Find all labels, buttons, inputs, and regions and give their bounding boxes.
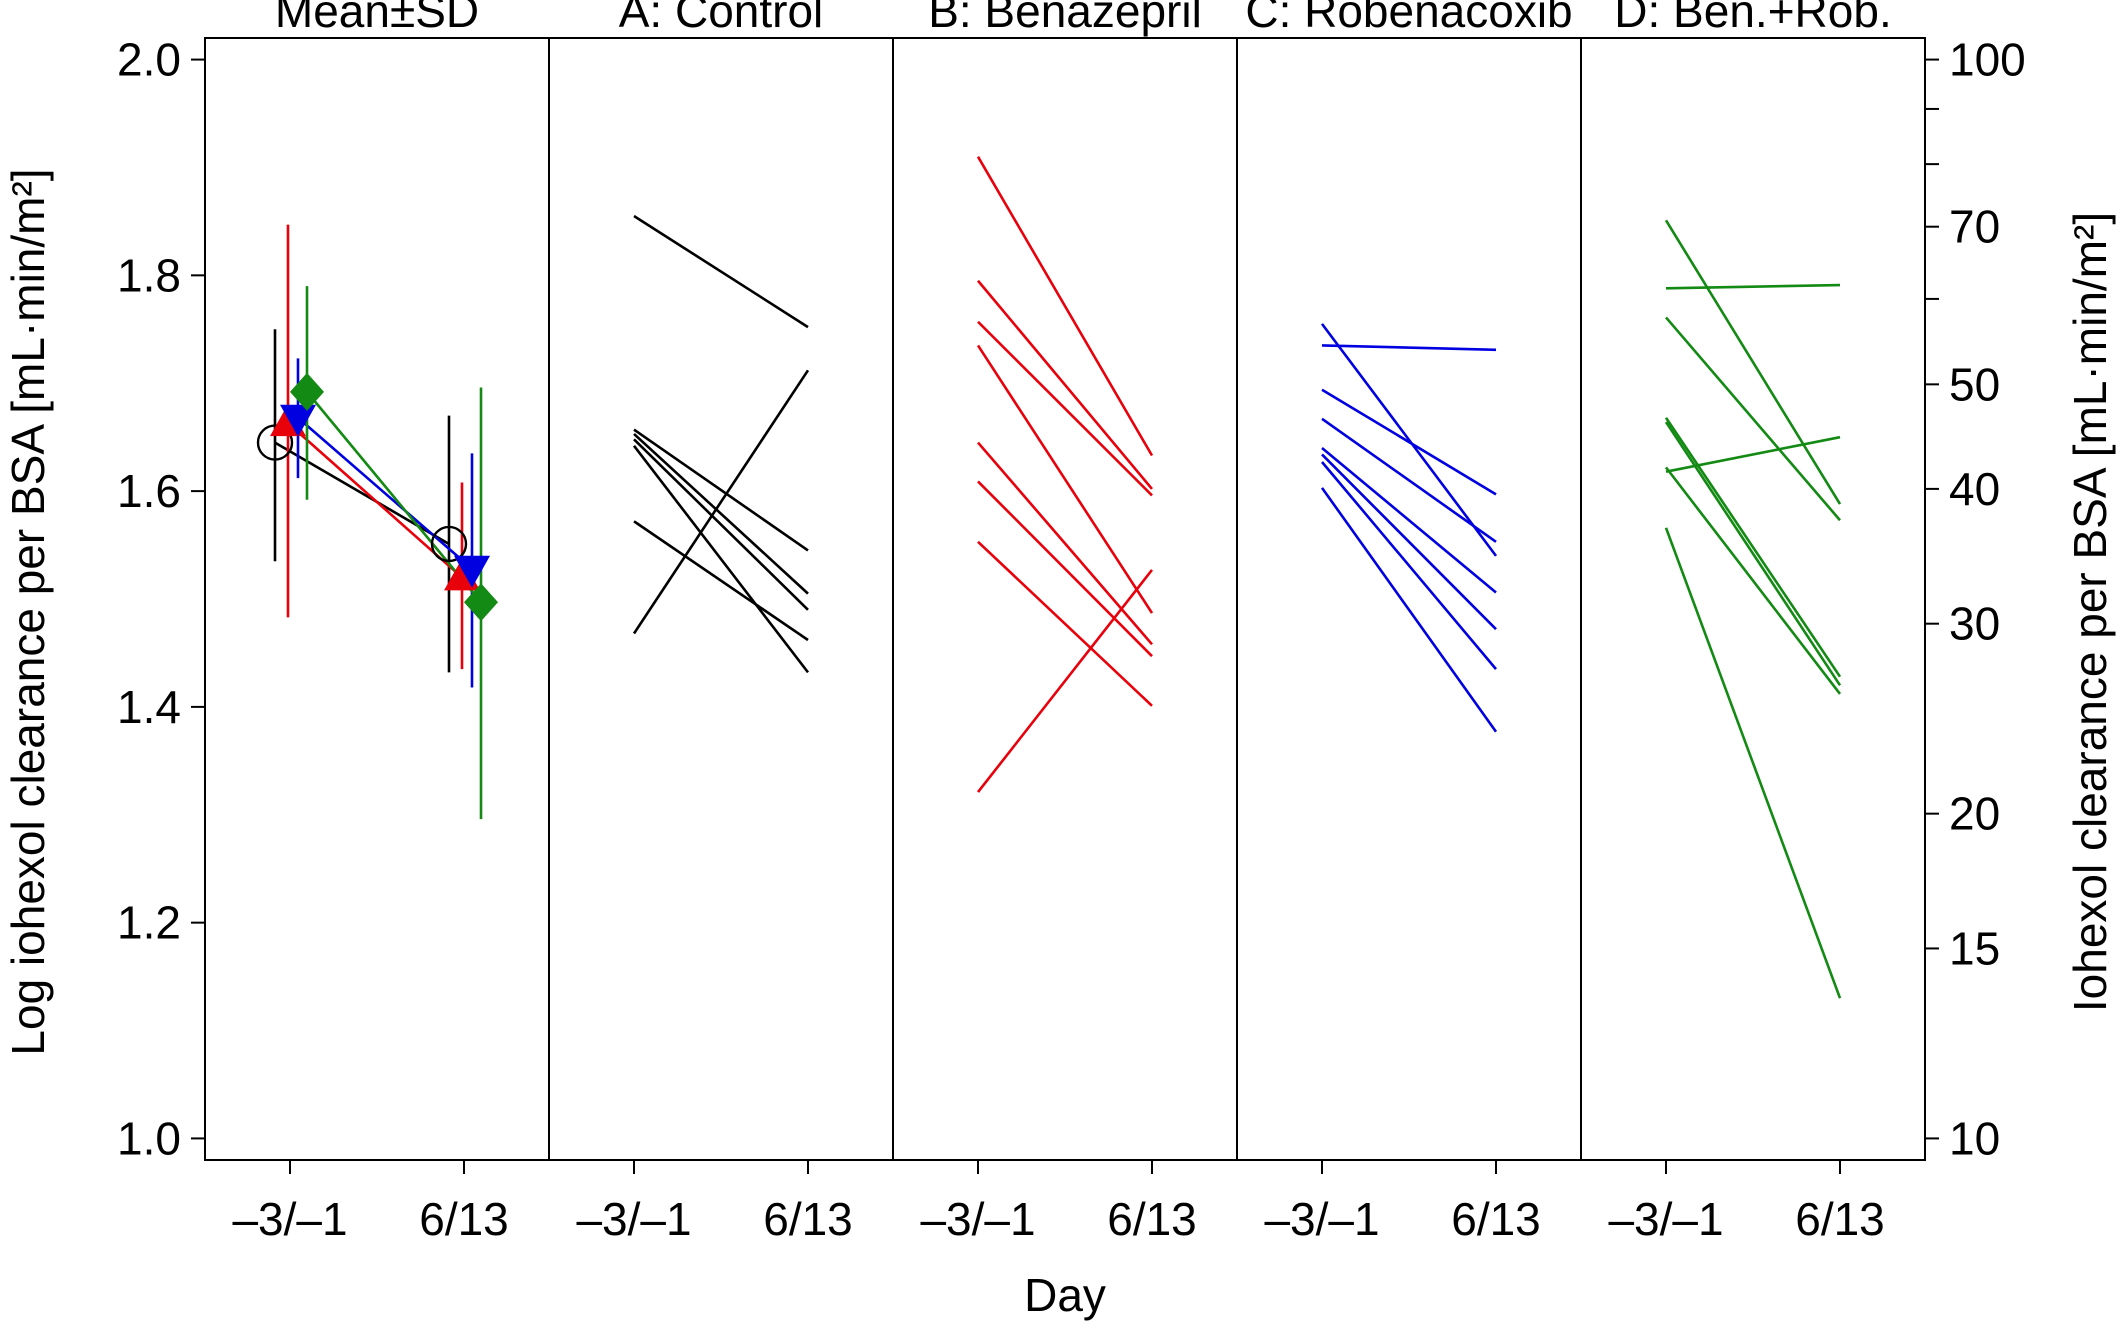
panel-title: Mean±SD	[275, 0, 479, 37]
panel-dividers	[548, 38, 1582, 1160]
x-tick-label: 6/13	[1795, 1193, 1885, 1245]
subject-line	[1664, 219, 1842, 505]
y-tick-label: 1.0	[117, 1112, 181, 1164]
subject-line	[1321, 461, 1497, 670]
axes: 1.0 1.2 1.4 1.6 1.8 2.0 10 15 20 30 40 50 70 100 –3/–1…	[117, 34, 2026, 1245]
subject-line	[633, 432, 809, 595]
x-axis-title: Day	[1024, 1269, 1106, 1321]
y-tick-label: 1.8	[117, 249, 181, 301]
right-y-tick-label: 10	[1949, 1112, 2000, 1164]
subject-line	[633, 438, 809, 611]
subject-line	[977, 480, 1153, 658]
subject-line	[633, 214, 809, 329]
right-y-tick-label: 30	[1949, 598, 2000, 650]
subject-line	[632, 445, 810, 674]
mean-line	[297, 416, 473, 570]
subject-line	[1321, 417, 1497, 543]
mean-marker-circle	[256, 424, 294, 461]
subject-line	[977, 540, 1153, 707]
subject-line	[633, 428, 809, 552]
mean-marker-triangle-down	[454, 555, 490, 588]
subject-line	[1665, 316, 1841, 522]
subject-line	[1664, 417, 1842, 678]
subject-line	[1320, 487, 1498, 733]
panel-title: D: Ben.+Rob.	[1614, 0, 1891, 37]
subject-line	[1321, 388, 1497, 496]
subject-line	[977, 320, 1153, 497]
right-y-tick-label: 15	[1949, 922, 2000, 974]
mean-marker-diamond	[464, 583, 498, 622]
y-axis-title-left: Log iohexol clearance per BSA [mL·min/m²…	[2, 168, 54, 1055]
y-tick-label: 1.2	[117, 897, 181, 949]
y-tick-label: 2.0	[117, 34, 181, 86]
subject-line	[1321, 446, 1497, 594]
x-tick-label: –3/–1	[576, 1193, 691, 1245]
panel-title: B: Benazepril	[928, 0, 1202, 37]
mean-marker-triangle-down	[280, 404, 316, 437]
x-tick-label: 6/13	[1107, 1193, 1197, 1245]
x-tick-label: –3/–1	[232, 1193, 347, 1245]
subject-line	[1665, 435, 1841, 473]
subject-line	[1321, 453, 1497, 631]
y-axis-title-right: Iohexol clearance per BSA [mL·min/m²]	[2064, 212, 2116, 1012]
x-tick-label: 6/13	[419, 1193, 509, 1245]
panel-title: A: Control	[619, 0, 824, 37]
mean-marker-diamond	[290, 372, 324, 411]
subject-line	[977, 279, 1153, 490]
x-tick-label: –3/–1	[1608, 1193, 1723, 1245]
x-tick-label: 6/13	[763, 1193, 853, 1245]
subject-line	[1321, 344, 1497, 352]
panel-titles: Mean±SD A: Control B: Benazepril C: Robenac…	[275, 0, 1892, 37]
mean-line	[305, 391, 483, 604]
right-y-tick-label: 50	[1949, 358, 2000, 410]
right-y-tick-label: 40	[1949, 463, 2000, 515]
subject-line	[976, 344, 1154, 614]
panel-title: C: Robenacoxib	[1245, 0, 1572, 37]
data-lines	[273, 156, 1842, 999]
subject-line	[1664, 527, 1842, 999]
y-tick-label: 1.6	[117, 465, 181, 517]
subject-line	[977, 441, 1153, 646]
subject-line	[1664, 466, 1842, 695]
mean-marker-circle	[430, 525, 468, 563]
subject-line	[1665, 283, 1841, 290]
subject-line	[1320, 323, 1498, 557]
right-y-tick-label: 100	[1949, 34, 2026, 86]
subject-line	[976, 156, 1154, 457]
x-tick-label: –3/–1	[1264, 1193, 1379, 1245]
x-tick-label: 6/13	[1451, 1193, 1541, 1245]
plot-frame	[204, 37, 1926, 1161]
right-y-tick-label: 20	[1949, 788, 2000, 840]
subject-line	[632, 369, 810, 635]
plot-border	[204, 37, 1926, 1161]
mean-markers	[256, 372, 498, 622]
subject-line	[633, 520, 809, 642]
right-y-tick-label: 70	[1949, 201, 2000, 253]
x-tick-label: –3/–1	[920, 1193, 1035, 1245]
subject-line	[976, 569, 1154, 793]
y-tick-label: 1.4	[117, 681, 181, 733]
